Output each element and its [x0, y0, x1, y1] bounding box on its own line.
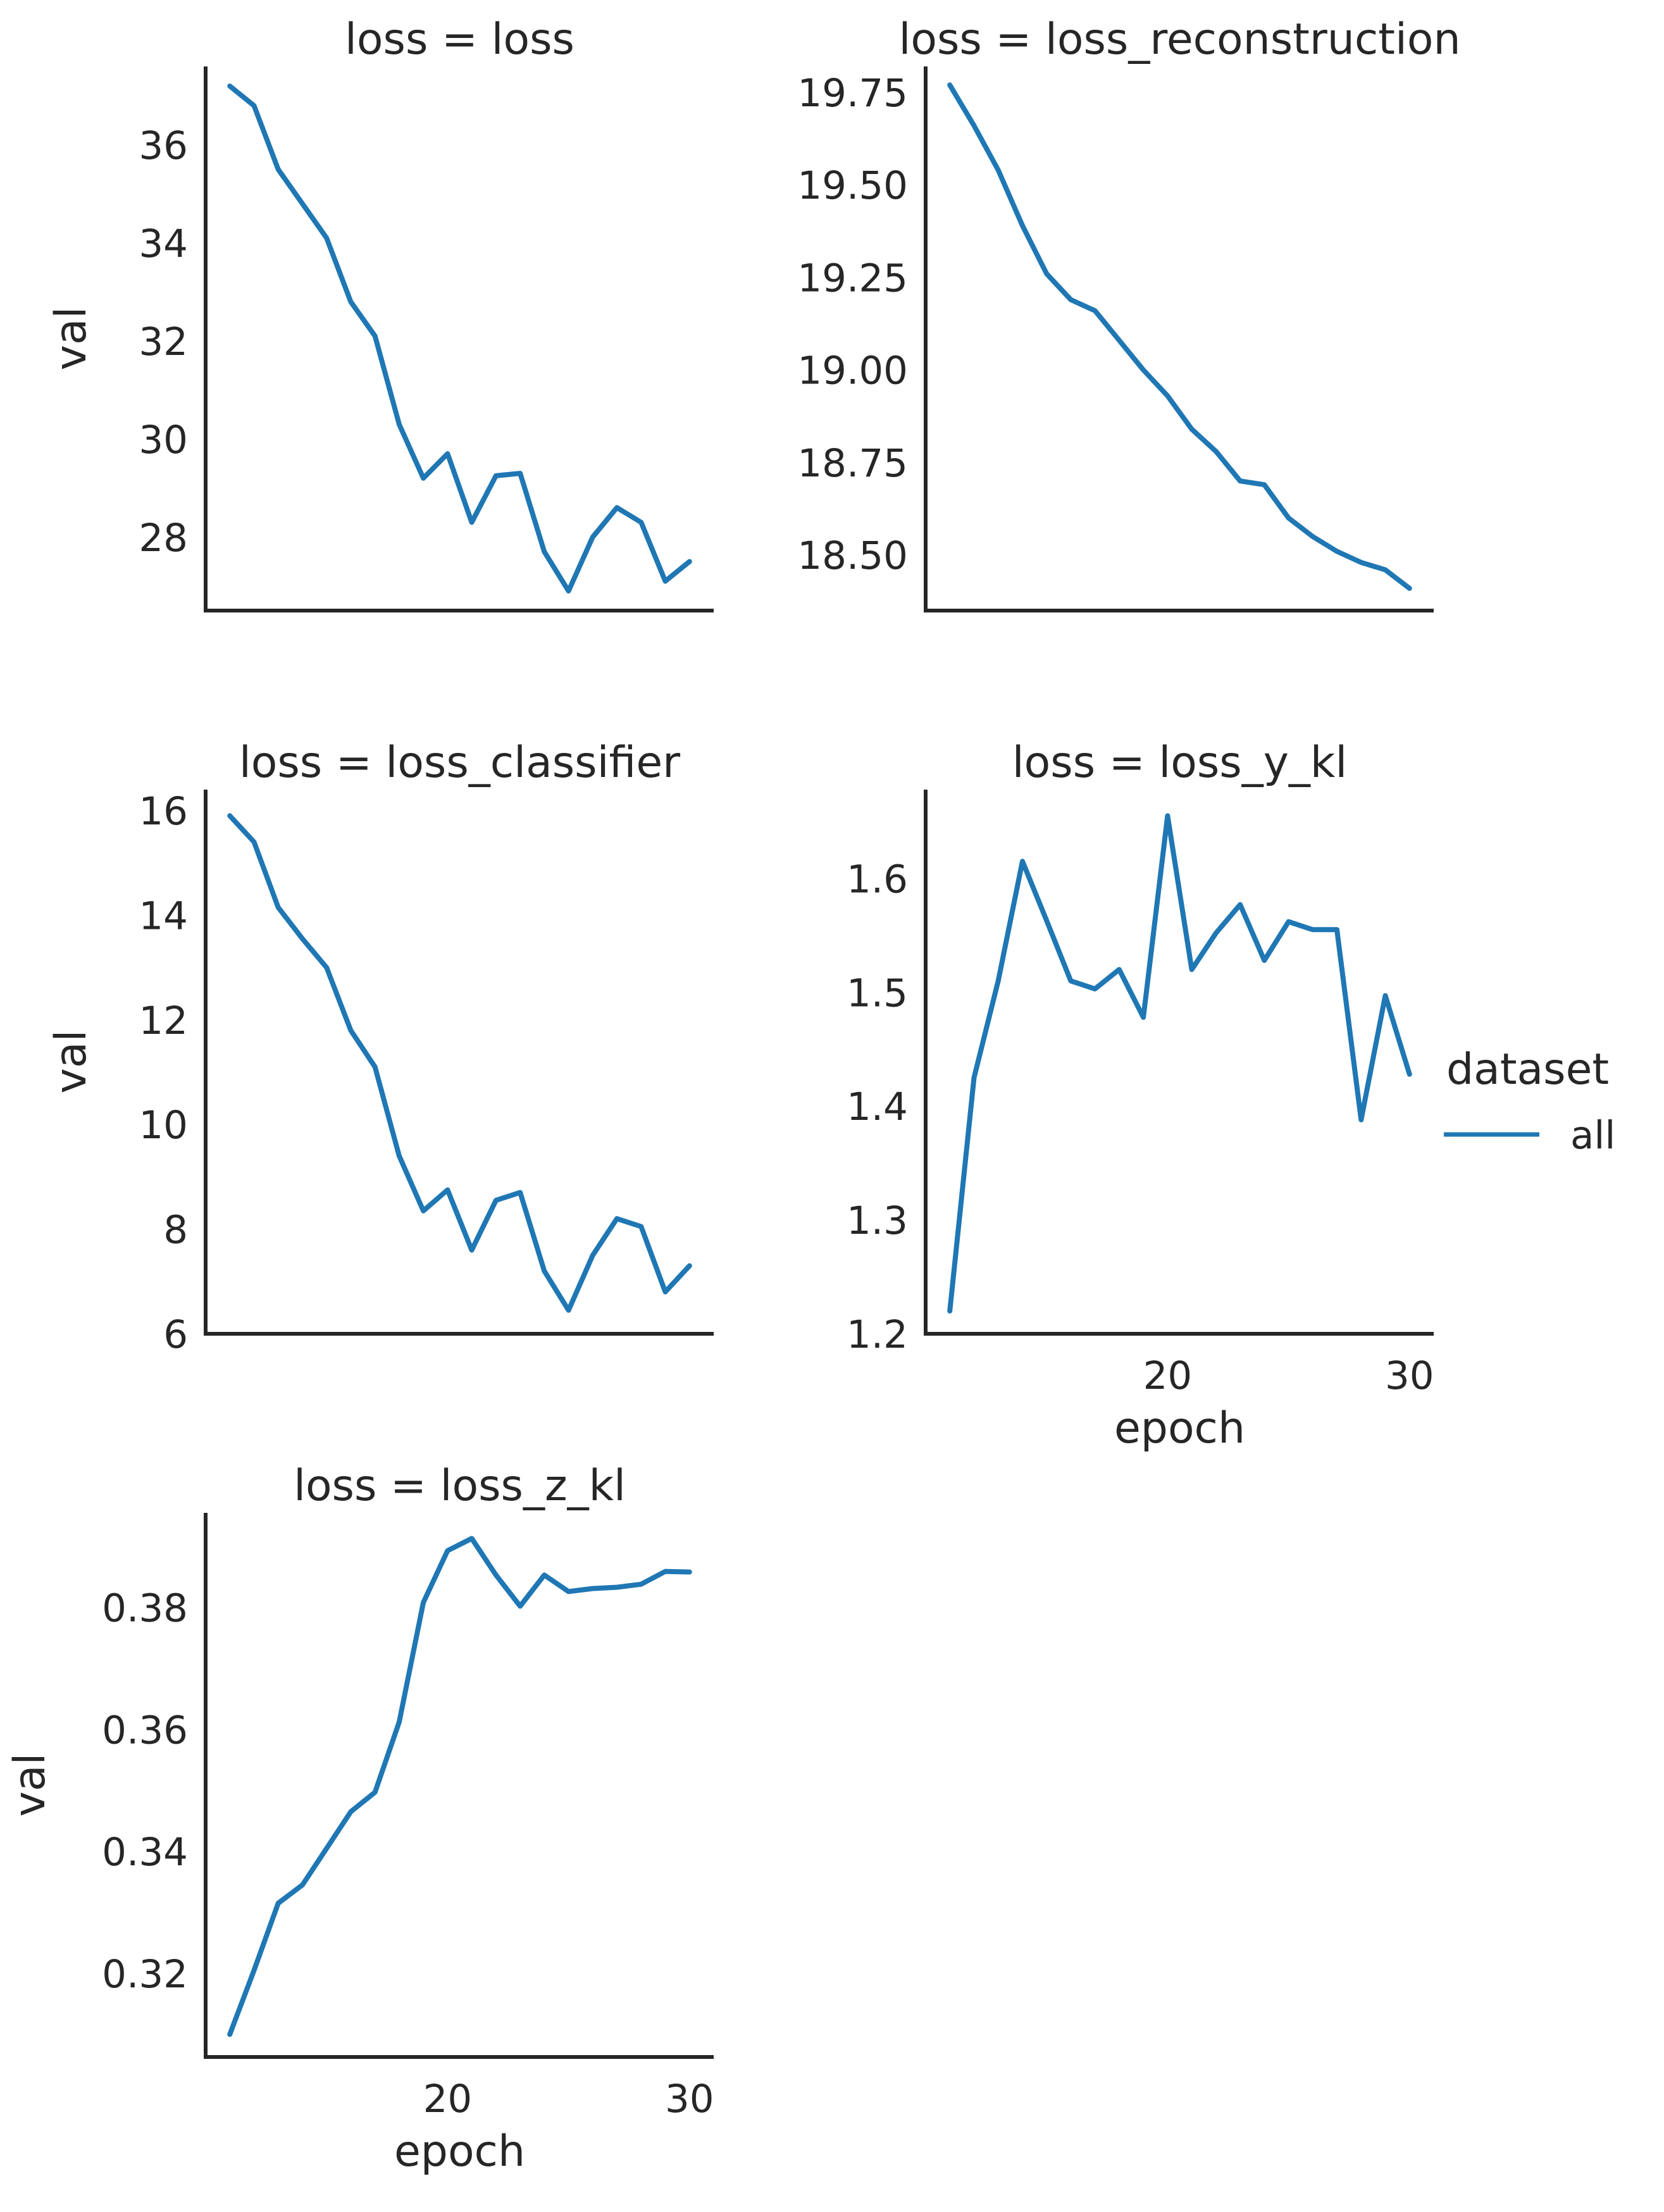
x-tick-label: 20: [1143, 1353, 1193, 1398]
y-tick-label: 1.3: [847, 1198, 908, 1243]
series-line-all: [947, 82, 1412, 591]
y-axis-label: val: [46, 1030, 96, 1094]
series-line-all: [227, 813, 692, 1313]
facet-panel-loss-loss-y-kl: loss = loss_y_kl 1.2 1.3 1.4 1.5 1.6 20 30 epoch: [847, 738, 1434, 1453]
series-line-all: [227, 84, 692, 593]
y-tick-label: 32: [139, 320, 188, 364]
x-axis-label: epoch: [1114, 1403, 1245, 1453]
x-tick-label: 20: [423, 2077, 473, 2122]
y-tick-label: 19.00: [797, 349, 908, 394]
facet-panel-loss-loss: loss = loss 28 30 32 34 36 val: [46, 15, 714, 612]
legend: dataset all: [1444, 1045, 1615, 1158]
y-tick-label: 19.75: [797, 71, 908, 116]
legend-label-all: all: [1570, 1113, 1615, 1158]
y-tick-label: 1.2: [847, 1312, 908, 1357]
legend-title: dataset: [1446, 1045, 1609, 1095]
facet-panel-loss-loss-reconstruction: loss = loss_reconstruction 18.50 18.75 19.0…: [797, 15, 1461, 612]
x-tick-label: 30: [1385, 1353, 1434, 1398]
x-axis-label: epoch: [394, 2127, 525, 2177]
y-tick-label: 14: [139, 893, 188, 938]
y-tick-label: 36: [139, 123, 188, 168]
y-tick-label: 28: [139, 516, 188, 561]
y-tick-label: 1.4: [847, 1084, 908, 1129]
y-tick-label: 10: [139, 1103, 188, 1148]
y-tick-label: 34: [139, 221, 188, 266]
y-tick-label: 16: [139, 789, 188, 834]
y-tick-label: 19.25: [797, 256, 908, 301]
panel-title: loss = loss_reconstruction: [898, 15, 1460, 65]
y-tick-label: 0.36: [102, 1708, 188, 1753]
y-tick-label: 18.75: [797, 441, 908, 486]
panel-title: loss = loss_z_kl: [294, 1461, 626, 1511]
y-tick-label: 12: [139, 998, 188, 1043]
facet-panel-loss-loss-classifier: loss = loss_classifier 6 8 10 12 14 16 val: [46, 738, 714, 1357]
y-tick-label: 18.50: [797, 533, 908, 578]
y-tick-label: 8: [163, 1208, 188, 1253]
y-axis-label: val: [5, 1753, 55, 1817]
facet-panel-loss-loss-z-kl: loss = loss_z_kl 0.32 0.34 0.36 0.38 20 30 val e…: [5, 1461, 714, 2177]
panel-title: loss = loss_classifier: [239, 738, 680, 788]
series-line-all: [227, 1536, 692, 2037]
y-tick-label: 30: [139, 418, 188, 463]
y-tick-label: 0.32: [102, 1952, 188, 1997]
y-axis-label: val: [46, 307, 96, 371]
y-tick-label: 0.34: [102, 1830, 188, 1875]
y-tick-label: 1.6: [847, 857, 908, 902]
y-tick-label: 0.38: [102, 1586, 188, 1631]
y-tick-label: 19.50: [797, 163, 908, 208]
y-tick-label: 1.5: [847, 971, 908, 1016]
panel-title: loss = loss_y_kl: [1012, 738, 1347, 788]
panel-title: loss = loss: [345, 15, 574, 65]
series-line-all: [947, 813, 1412, 1314]
y-tick-label: 6: [163, 1312, 188, 1357]
facet-panels: loss = loss 28 30 32 34 36 val loss = loss_reco…: [5, 15, 1461, 2177]
x-tick-label: 30: [665, 2077, 714, 2122]
